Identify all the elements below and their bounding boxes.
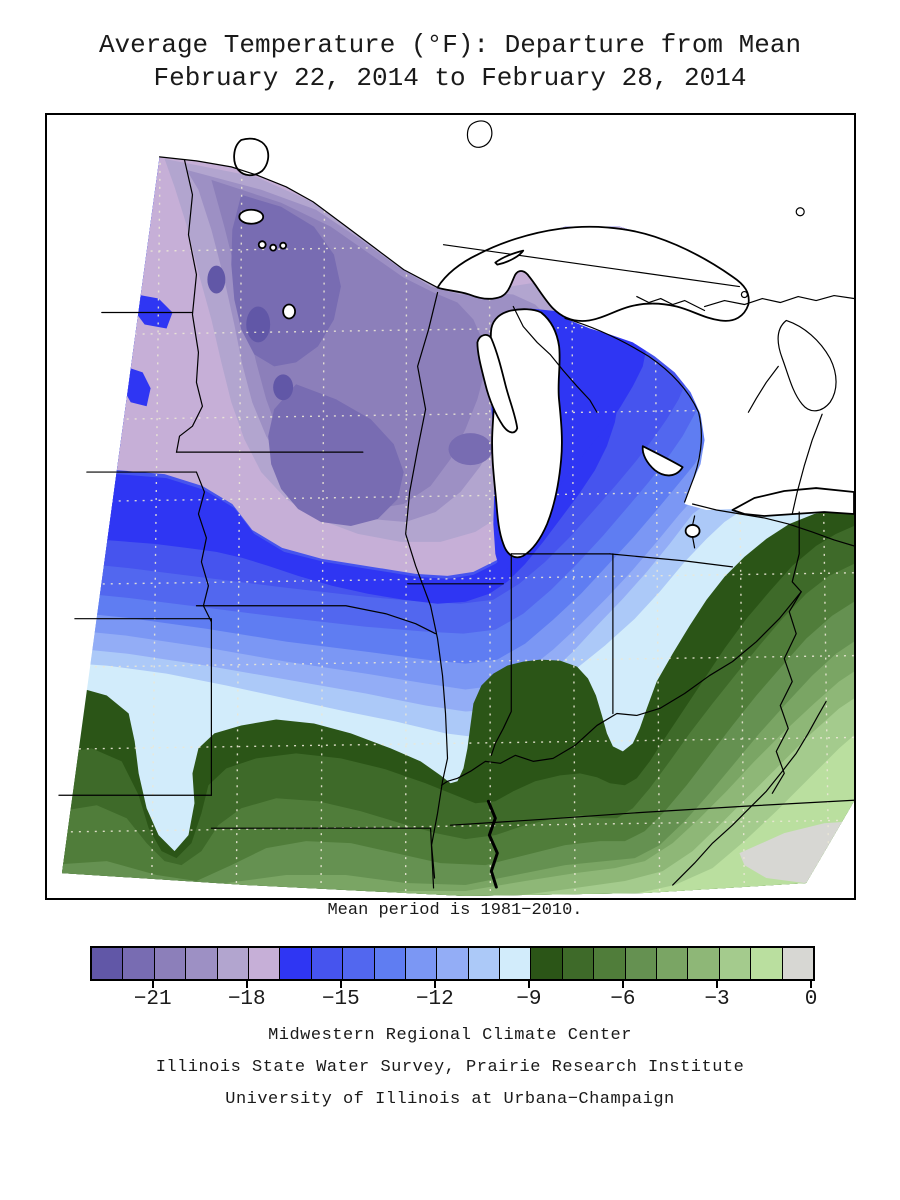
lake-huron-shore xyxy=(564,317,702,503)
legend-cell xyxy=(310,948,343,979)
lake-st-clair xyxy=(684,524,701,538)
page-title-line2: February 22, 2014 to February 28, 2014 xyxy=(153,63,747,93)
legend-cell xyxy=(185,948,217,979)
footer-org-line3: University of Illinois at Urbana−Champai… xyxy=(225,1090,675,1109)
legend-cell xyxy=(373,948,405,979)
legend-cell xyxy=(656,948,688,979)
legend-tick-label: −21 xyxy=(133,988,172,1011)
map-caption: Mean period is 1981−2010. xyxy=(327,901,583,920)
legend-cell xyxy=(216,948,248,979)
legend-tick-label: −18 xyxy=(227,988,266,1011)
legend-cell xyxy=(436,948,468,979)
legend-cell xyxy=(561,948,594,979)
lake-of-the-woods xyxy=(233,137,270,177)
footer-org-line1: Midwestern Regional Climate Center xyxy=(268,1026,632,1045)
canada-border xyxy=(158,156,439,289)
legend-cell xyxy=(750,948,782,979)
legend-tick-label: −6 xyxy=(610,988,636,1011)
lake-erie xyxy=(731,487,854,517)
saginaw-bay xyxy=(641,445,684,477)
legend-tick-mark xyxy=(151,979,154,988)
legend-cell xyxy=(530,948,562,979)
legend-cell xyxy=(122,948,154,979)
state-borders xyxy=(58,159,854,889)
lake-michigan xyxy=(489,308,563,559)
legend-cell xyxy=(624,948,657,979)
great-lakes xyxy=(233,120,854,559)
legend-cell xyxy=(499,948,531,979)
red-lake xyxy=(238,208,265,225)
legend-tick-label: −3 xyxy=(704,988,730,1011)
legend-cell xyxy=(593,948,625,979)
legend-cell xyxy=(92,948,123,979)
legend-tick-mark xyxy=(621,979,624,988)
legend-cell xyxy=(467,948,500,979)
legend-tick-mark xyxy=(245,979,248,988)
legend-tick-mark xyxy=(810,979,812,988)
legend-tick-mark xyxy=(527,979,530,988)
legend-cell xyxy=(247,948,280,979)
legend-cell xyxy=(687,948,719,979)
isle-royale xyxy=(494,249,525,266)
page-title-line1: Average Temperature (°F): Departure from… xyxy=(98,30,802,60)
canada-outlines xyxy=(636,207,854,547)
green-bay xyxy=(476,334,519,434)
superior-border-line xyxy=(442,244,741,288)
legend-tick-label: 0 xyxy=(804,988,818,1011)
lake-nipigon xyxy=(466,120,493,148)
legend-tick-mark xyxy=(339,979,342,988)
legend-tick-label: −12 xyxy=(415,988,454,1011)
legend-tick-mark xyxy=(433,979,436,988)
footer-org-line2: Illinois State Water Survey, Prairie Res… xyxy=(155,1058,745,1077)
legend-cell xyxy=(718,948,751,979)
legend-tick-mark xyxy=(715,979,718,988)
mille-lacs xyxy=(282,303,296,320)
legend-tick-label: −9 xyxy=(516,988,542,1011)
legend-tick-label: −15 xyxy=(321,988,360,1011)
legend-cell xyxy=(279,948,311,979)
map-canvas xyxy=(58,120,854,897)
map-frame xyxy=(45,113,856,900)
legend-cell xyxy=(342,948,374,979)
legend-cell xyxy=(153,948,186,979)
legend-cell xyxy=(404,948,437,979)
legend-cell xyxy=(781,948,813,979)
legend-colorbar xyxy=(90,946,815,981)
lake-superior xyxy=(436,225,750,322)
